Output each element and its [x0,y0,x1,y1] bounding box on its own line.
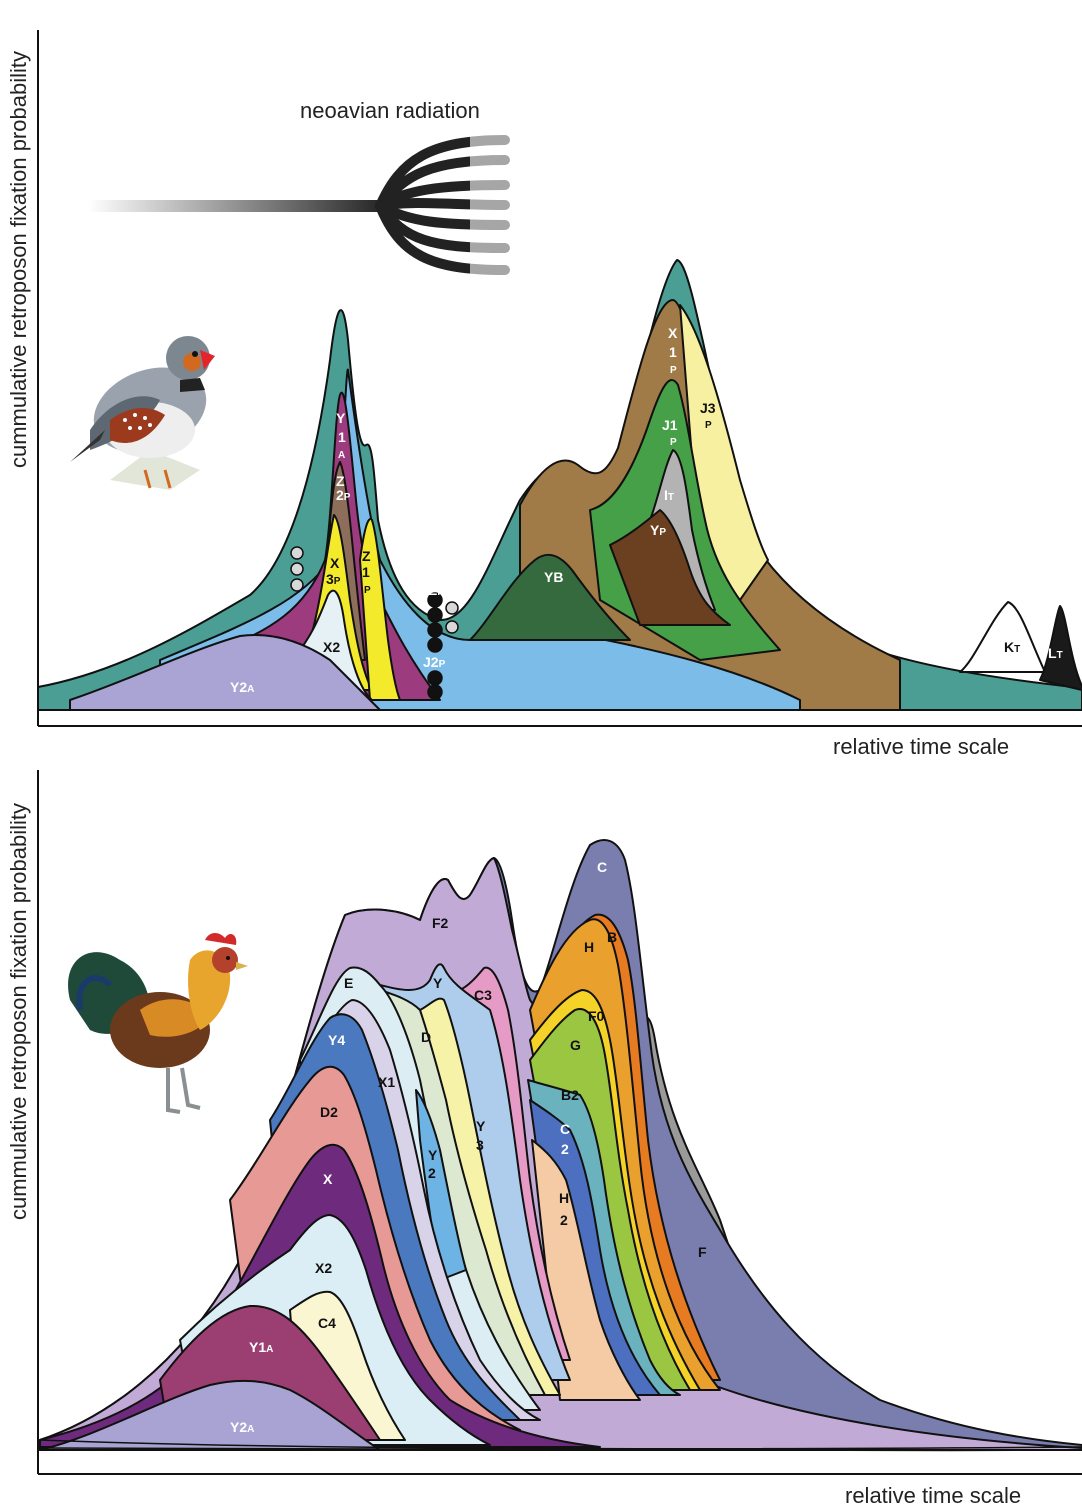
area-Y2A-bot [39,1379,381,1451]
label-E-bot: E [344,975,353,991]
marker-grey-circle [290,546,304,560]
marker-black-circle [427,670,443,686]
label-J1-top: J1 [662,417,678,433]
label-H2-bot: H [559,1190,569,1206]
area-LT-top [1039,605,1082,691]
top-y-axis-title: cummulative retroposon fixation probabil… [6,51,31,468]
label-X2-bot: X2 [315,1260,332,1276]
label-Y1-top: Y [336,410,346,426]
marker-black-circle [427,592,443,608]
label-Y4-bot: Y4 [328,1032,345,1048]
bottom-chart [39,839,1082,1452]
marker-circles [290,546,459,700]
zebra-finch-illustration [70,336,215,490]
marker-black-circle [427,622,443,638]
label-C-bot: C [597,859,607,875]
marker-grey-circle [445,620,459,634]
label-F-bot: F [698,1244,707,1260]
top-chart [37,259,1082,711]
radiation-title: neoavian radiation [300,98,480,123]
top-x-axis-title: relative time scale [833,734,1009,759]
label-Z1-top-sub2: P [364,585,371,596]
label-X-bot: X [323,1171,333,1187]
label-E-top: EP [428,582,444,598]
label-X1-top: X [668,325,678,341]
label-B-bot: B [607,929,617,945]
marker-grey-circle [290,562,304,576]
area-YB-top [469,553,631,641]
label-Y2-bot-sub: 2 [428,1165,436,1181]
label-D2-bot: D2 [320,1104,338,1120]
label-Z1-top-sub: 1 [362,564,370,580]
marker-grey-circle [445,601,459,615]
label-H-bot: H [584,939,594,955]
marker-black-circle [427,637,443,653]
label-YB-top: YB [544,569,563,585]
label-Y3-bot-sub: 3 [476,1137,484,1153]
label-Y3-bot: Y [476,1118,486,1134]
marker-black-circle [427,684,443,700]
label-C4-bot: C4 [318,1315,336,1331]
marker-black-circle [427,607,443,623]
label-G-bot: G [570,1037,581,1053]
label-D-bot: D [421,1029,431,1045]
area-Y2-bot [415,1089,467,1281]
label-Y1-top-sub: 1 [338,429,346,445]
label-J3-top-sub: P [705,420,712,431]
label-Z2-top: Z [336,473,345,489]
bottom-x-axis-title: relative time scale [845,1483,1021,1508]
chicken-illustration [68,933,248,1114]
label-X1-top-sub: 1 [669,344,677,360]
label-C2-bot-sub: 2 [561,1141,569,1157]
label-Y2-top: Y2A [230,679,254,695]
label-H2-bot-sub: 2 [560,1212,568,1228]
bottom-labels: Y2A Y1A C4 X2 X D2 Y4 X1 E Y 2 D Y 3 Y C… [230,859,707,1435]
label-J3-top: J3 [700,400,716,416]
label-X2-top: X2 [323,639,340,655]
label-Y1-top-sub2: A [338,450,345,461]
radiation-stem [88,200,388,212]
label-Y2-bot: Y [428,1147,438,1163]
label-B2-bot: B2 [561,1087,579,1103]
area-Z1-top [359,518,401,701]
label-C3-bot: C3 [474,987,492,1003]
area-Y2-top [69,634,381,711]
label-F0-bot: F0 [588,1008,605,1024]
label-IT-top: IT [664,487,674,503]
label-J1-top-sub: P [670,437,677,448]
area-YP-top [609,509,731,626]
area-KT-top [959,601,1046,673]
radiation-fade [470,120,510,290]
label-X1-top-sub2: P [670,365,677,376]
bottom-y-axis-title: cummulative retroposon fixation probabil… [6,803,31,1220]
label-C2-bot: C [560,1121,570,1137]
marker-grey-circle [290,578,304,592]
label-Y-bot: Y [433,975,443,991]
label-X1-bot: X1 [378,1074,395,1090]
label-F2-bot: F2 [432,915,449,931]
neoavian-radiation-tree [88,120,510,290]
label-X3-top: X [330,555,340,571]
label-Z1-top: Z [362,548,371,564]
